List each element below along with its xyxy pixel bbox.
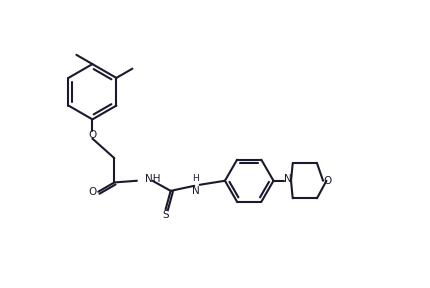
- Text: N: N: [191, 186, 199, 196]
- Text: N: N: [284, 175, 292, 184]
- Text: S: S: [162, 211, 169, 221]
- Text: O: O: [88, 130, 96, 140]
- Text: NH: NH: [144, 174, 160, 184]
- Text: O: O: [88, 187, 96, 197]
- Text: O: O: [323, 176, 331, 186]
- Text: H: H: [192, 174, 199, 183]
